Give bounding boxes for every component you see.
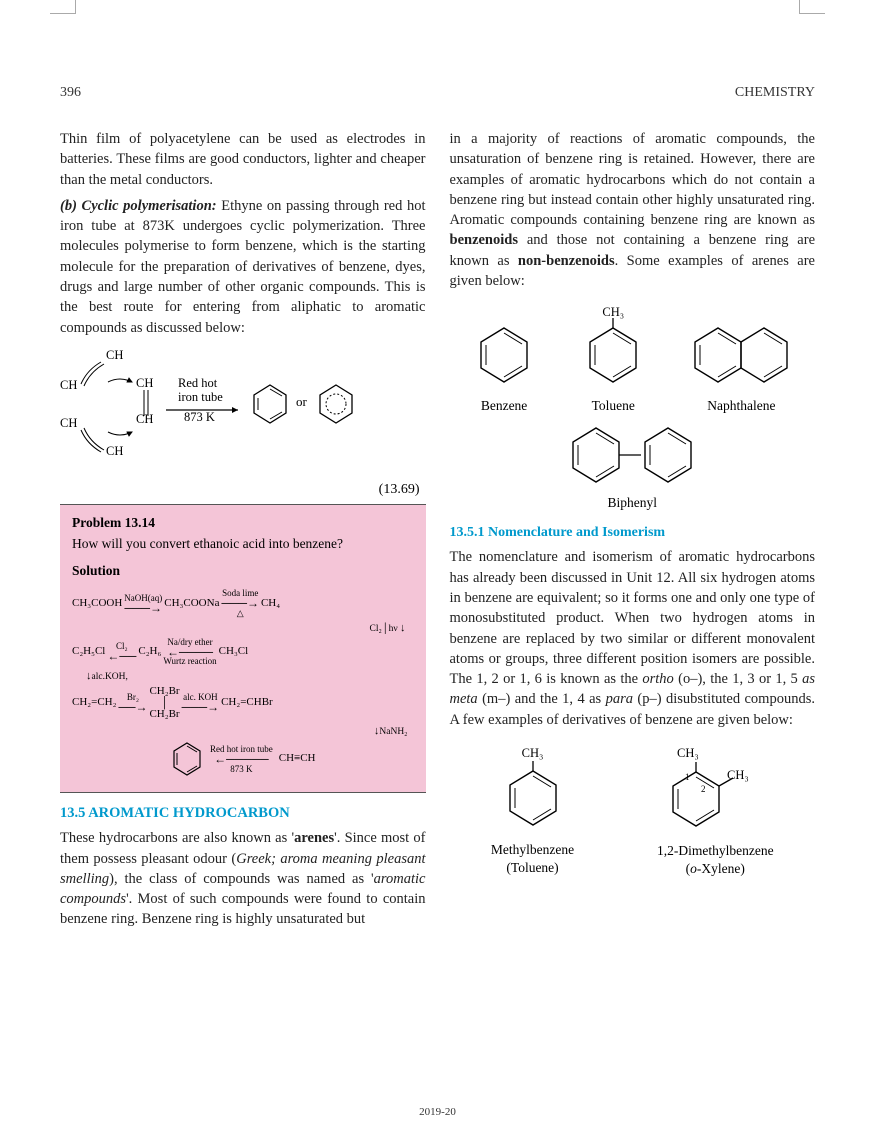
compound: CH₃COONa (164, 595, 219, 613)
compound: CH₃COOH (72, 595, 122, 613)
solution-title: Solution (72, 563, 414, 579)
page: 396 CHEMISTRY Thin film of polyacetylene… (0, 0, 875, 1140)
xylene-structure (665, 762, 765, 832)
cond-redhot: Red hot (178, 376, 217, 391)
arene-label: Toluene (582, 398, 644, 414)
para-cyclic-body: Ethyne on passing through red hot iron t… (60, 198, 426, 336)
pos-1: 1 (685, 772, 690, 782)
acetylene-curves (60, 350, 160, 465)
ch3-label: CH₃ (677, 746, 699, 761)
scheme-row-3: CH₂=CH₂ Br₂ ──→ CH₂Br│CH₂Br alc. KOH ───… (72, 686, 414, 721)
crop-mark-right (799, 0, 825, 14)
subject-title: CHEMISTRY (735, 85, 815, 101)
problem-box: Problem 13.14 How will you convert ethan… (60, 504, 426, 793)
naphthalene-structure (691, 306, 791, 388)
compound: CH₂=CHBr (221, 694, 273, 712)
para-cyclic-poly: (b) Cyclic polymerisation: Ethyne on pas… (60, 196, 426, 338)
arene-benzene: Benzene (473, 306, 535, 414)
page-footer: 2019-20 (0, 1106, 875, 1118)
arrow: alc. KOH ───→ (182, 693, 220, 713)
cyclic-poly-reaction: CH CH CH CH CH CH Red hot (60, 348, 426, 476)
side-cond: Cl₂│hν ↓ (72, 620, 414, 638)
compound: CH₂=CH₂ (72, 694, 116, 712)
two-column-layout: Thin film of polyacetylene can be used a… (60, 129, 815, 934)
reaction-scheme: CH₃COOH NaOH(aq) ───→ CH₃COONa Soda lime… (72, 589, 414, 778)
or-label: or (296, 394, 307, 410)
compound: C₂H₆ (138, 643, 161, 661)
benzene-icon (250, 382, 290, 426)
benzene-circle-icon (316, 382, 356, 426)
derivatives-row: CH₃ Methylbenzene (Toluene) CH₃ (450, 746, 816, 878)
compound: CH≡CH (279, 750, 316, 768)
term-nonbenzenoids: non-benzenoids (518, 253, 615, 269)
toluene-structure (502, 761, 564, 831)
compound: C₂H₅Cl (72, 643, 105, 661)
scheme-row-1: CH₃COOH NaOH(aq) ───→ CH₃COONa Soda lime… (72, 589, 414, 618)
side-cond: ↓alc.KOH, (72, 668, 414, 686)
page-header: 396 CHEMISTRY (60, 85, 815, 101)
scheme-row-2: C₂H₅Cl Cl₂ ←── C₂H₆ Na/dry ether ←──── W… (72, 638, 414, 667)
compound: CH₃Cl (219, 643, 249, 661)
compound-dibromo: CH₂Br│CH₂Br (149, 686, 179, 721)
arenes-examples-row: Benzene CH₃ Toluene (450, 305, 816, 414)
right-column: in a majority of reactions of aromatic c… (450, 129, 816, 934)
ch3-label: CH₃ (491, 746, 574, 761)
arrow: Cl₂ ←── (107, 642, 136, 662)
side-cond: ↓NaNH₂ (72, 723, 414, 741)
scheme-row-4: Red hot iron tube ←───── 873 K CH≡CH (72, 740, 414, 778)
benzene-structure (473, 306, 535, 388)
pos-2: 2 (701, 784, 706, 794)
arene-label: Benzene (473, 398, 535, 414)
deriv-label: Methylbenzene (Toluene) (491, 841, 574, 877)
term-ortho: ortho (642, 671, 673, 687)
page-number: 396 (60, 85, 81, 101)
cond-temp: 873 K (184, 410, 215, 425)
arene-biphenyl: Biphenyl (450, 422, 816, 511)
term-arenes: arenes (294, 830, 334, 846)
term-para: para (606, 691, 633, 707)
left-column: Thin film of polyacetylene can be used a… (60, 129, 426, 934)
arene-toluene: CH₃ Toluene (582, 305, 644, 414)
section-b-label: (b) Cyclic polymerisation: (60, 198, 217, 214)
arene-naphthalene: Naphthalene (691, 306, 791, 414)
arrow: Red hot iron tube ←───── 873 K (210, 745, 273, 774)
problem-title: Problem 13.14 (72, 515, 414, 531)
deriv-toluene: CH₃ Methylbenzene (Toluene) (491, 746, 574, 878)
arrow: Soda lime ───→ △ (221, 589, 259, 618)
biphenyl-structure (567, 422, 697, 484)
sub-heading: 13.5.1 Nomenclature and Isomerism (450, 525, 816, 541)
arrow: Br₂ ──→ (118, 693, 147, 713)
arrow: NaOH(aq) ───→ (124, 594, 162, 614)
term-benzenoids: benzenoids (450, 232, 519, 248)
deriv-label: 1,2-Dimethylbenzene (o-Xylene) (657, 842, 774, 878)
cond-irontube: iron tube (178, 390, 223, 405)
equation-number: (13.69) (60, 482, 420, 498)
problem-question: How will you convert ethanoic acid into … (72, 535, 414, 553)
para-nomenclature: The nomenclature and isomerism of aromat… (450, 547, 816, 730)
para-benzenoids: in a majority of reactions of aromatic c… (450, 129, 816, 291)
toluene-structure (582, 318, 644, 388)
arene-label: Naphthalene (691, 398, 791, 414)
section-heading: 13.5 AROMATIC HYDROCARBON (60, 805, 426, 822)
para-arenes: These hydrocarbons are also known as 'ar… (60, 828, 426, 929)
crop-mark-left (50, 0, 76, 14)
deriv-xylene: CH₃ 1 2 CH₃ 1,2-Dimeth (657, 746, 774, 878)
para-polyacetylene: Thin film of polyacetylene can be used a… (60, 129, 426, 190)
arrow: Na/dry ether ←──── Wurtz reaction (163, 638, 216, 667)
compound: CH₄ (261, 595, 280, 613)
arene-label: Biphenyl (450, 495, 816, 511)
ch3-label: CH₃ (727, 768, 749, 783)
benzene-icon (170, 740, 204, 778)
